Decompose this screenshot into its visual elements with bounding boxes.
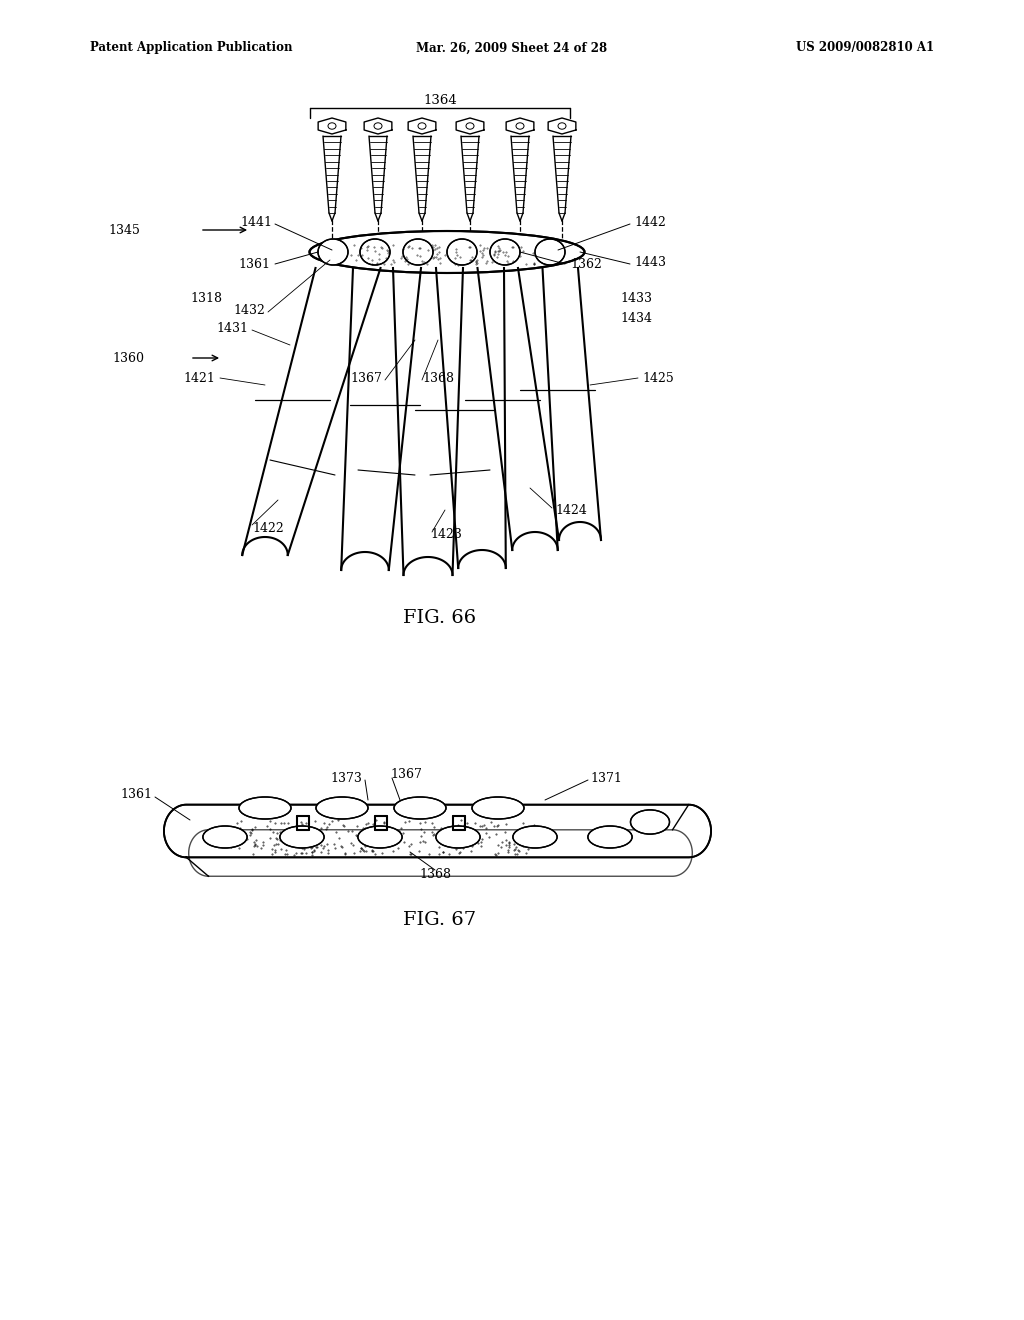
Text: 1432: 1432 xyxy=(233,304,265,317)
Ellipse shape xyxy=(403,239,433,265)
Text: 1434: 1434 xyxy=(620,312,652,325)
Text: 1345: 1345 xyxy=(109,223,140,236)
Text: 1362: 1362 xyxy=(570,257,602,271)
Text: 1371: 1371 xyxy=(590,771,622,784)
Text: 1367: 1367 xyxy=(350,371,382,384)
Ellipse shape xyxy=(309,231,585,273)
Ellipse shape xyxy=(513,826,557,847)
Polygon shape xyxy=(164,805,711,858)
Text: 1361: 1361 xyxy=(238,257,270,271)
Ellipse shape xyxy=(374,123,382,129)
Ellipse shape xyxy=(490,239,520,265)
Text: 1422: 1422 xyxy=(252,521,284,535)
Text: FIG. 67: FIG. 67 xyxy=(403,911,476,929)
Ellipse shape xyxy=(631,810,670,834)
Text: FIG. 66: FIG. 66 xyxy=(403,609,476,627)
Ellipse shape xyxy=(318,239,348,265)
Ellipse shape xyxy=(418,123,426,129)
Text: 1361: 1361 xyxy=(120,788,152,801)
Text: Patent Application Publication: Patent Application Publication xyxy=(90,41,293,54)
Text: 1373: 1373 xyxy=(330,771,362,784)
Ellipse shape xyxy=(328,123,336,129)
Text: 1423: 1423 xyxy=(430,528,462,541)
Ellipse shape xyxy=(588,826,632,847)
Text: 1433: 1433 xyxy=(620,292,652,305)
Text: 1318: 1318 xyxy=(190,292,222,305)
Text: 1360: 1360 xyxy=(112,351,144,364)
Ellipse shape xyxy=(360,239,390,265)
Ellipse shape xyxy=(447,239,477,265)
Ellipse shape xyxy=(516,123,524,129)
Ellipse shape xyxy=(436,826,480,847)
Ellipse shape xyxy=(558,123,566,129)
Text: 1442: 1442 xyxy=(634,215,666,228)
Text: 1421: 1421 xyxy=(183,371,215,384)
Ellipse shape xyxy=(358,826,402,847)
Text: 1441: 1441 xyxy=(240,215,272,228)
Ellipse shape xyxy=(472,797,524,818)
Ellipse shape xyxy=(239,797,291,818)
Text: 1443: 1443 xyxy=(634,256,666,268)
Text: 1364: 1364 xyxy=(423,94,457,107)
Ellipse shape xyxy=(466,123,474,129)
Text: 1367: 1367 xyxy=(390,768,422,781)
Text: 1424: 1424 xyxy=(555,503,587,516)
Text: 1368: 1368 xyxy=(422,371,454,384)
Ellipse shape xyxy=(280,826,325,847)
Text: US 2009/0082810 A1: US 2009/0082810 A1 xyxy=(796,41,934,54)
Text: 1425: 1425 xyxy=(642,371,674,384)
Ellipse shape xyxy=(535,239,565,265)
Ellipse shape xyxy=(394,797,446,818)
Text: 1431: 1431 xyxy=(216,322,248,334)
Text: 1368: 1368 xyxy=(419,869,451,882)
Text: Mar. 26, 2009 Sheet 24 of 28: Mar. 26, 2009 Sheet 24 of 28 xyxy=(417,41,607,54)
Ellipse shape xyxy=(316,797,368,818)
Ellipse shape xyxy=(203,826,247,847)
